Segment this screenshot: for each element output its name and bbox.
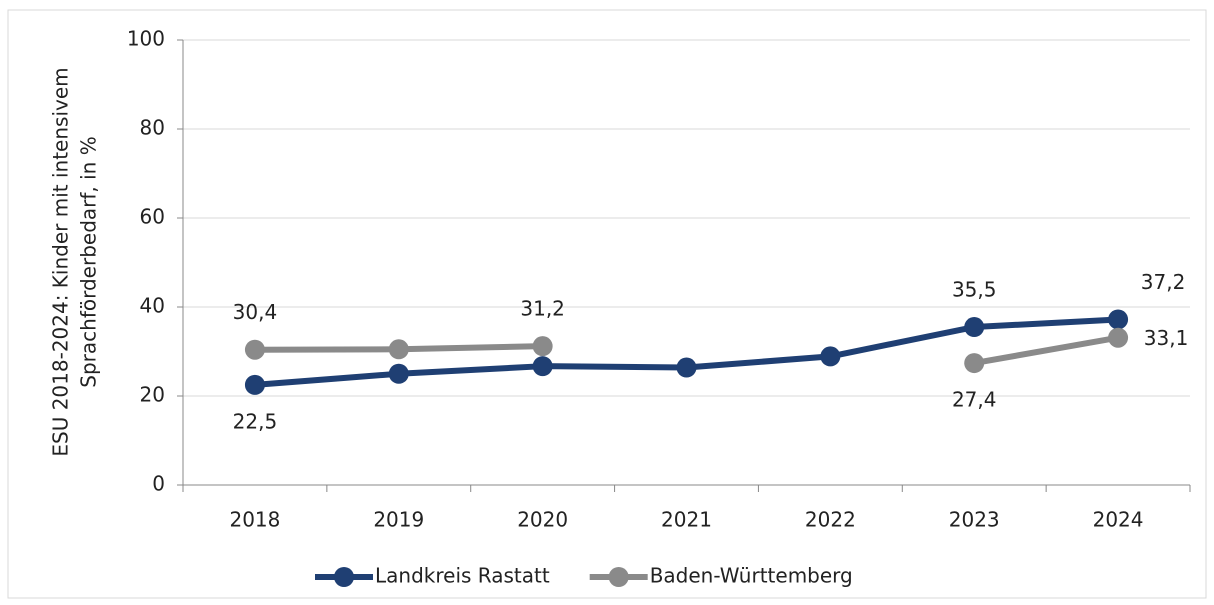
data-label: 35,5 bbox=[952, 278, 997, 302]
data-label: 30,4 bbox=[233, 300, 278, 324]
data-label: 31,2 bbox=[520, 297, 565, 321]
y-tick-label: 40 bbox=[140, 294, 165, 318]
data-label: 22,5 bbox=[233, 409, 278, 433]
data-point bbox=[1108, 309, 1129, 330]
data-point bbox=[388, 339, 409, 360]
x-tick-label: 2023 bbox=[949, 508, 1000, 532]
y-tick-label: 80 bbox=[140, 116, 165, 140]
data-point bbox=[388, 363, 409, 384]
y-tick-label: 60 bbox=[140, 205, 165, 229]
y-tick-label: 100 bbox=[127, 27, 165, 51]
legend-label: Landkreis Rastatt bbox=[375, 564, 550, 588]
x-tick-label: 2024 bbox=[1093, 508, 1144, 532]
chart-border bbox=[7, 9, 1207, 599]
data-label: 33,1 bbox=[1144, 326, 1189, 350]
x-tick-label: 2021 bbox=[661, 508, 712, 532]
legend-label: Baden-Württemberg bbox=[650, 564, 853, 588]
legend-marker bbox=[334, 567, 354, 587]
x-tick-label: 2022 bbox=[805, 508, 856, 532]
x-tick-label: 2020 bbox=[517, 508, 568, 532]
y-tick-label: 0 bbox=[152, 472, 165, 496]
legend-marker bbox=[608, 567, 629, 587]
y-axis-label: Sprachförderbedarf, in % bbox=[77, 136, 101, 387]
data-label: 27,4 bbox=[952, 388, 997, 412]
x-tick-label: 2018 bbox=[229, 508, 280, 532]
data-point bbox=[964, 353, 985, 374]
y-tick-label: 20 bbox=[140, 383, 165, 407]
data-point bbox=[820, 346, 841, 367]
data-point bbox=[244, 339, 265, 360]
data-point bbox=[244, 374, 265, 395]
data-label: 37,2 bbox=[1141, 270, 1186, 294]
data-point bbox=[964, 317, 985, 338]
series-line bbox=[973, 334, 1119, 367]
y-axis-label: ESU 2018-2024: Kinder mit intensivem bbox=[49, 67, 73, 456]
data-point bbox=[532, 336, 553, 357]
data-point bbox=[676, 357, 697, 378]
data-point bbox=[1108, 327, 1129, 348]
data-point bbox=[532, 356, 553, 377]
x-tick-label: 2019 bbox=[373, 508, 424, 532]
